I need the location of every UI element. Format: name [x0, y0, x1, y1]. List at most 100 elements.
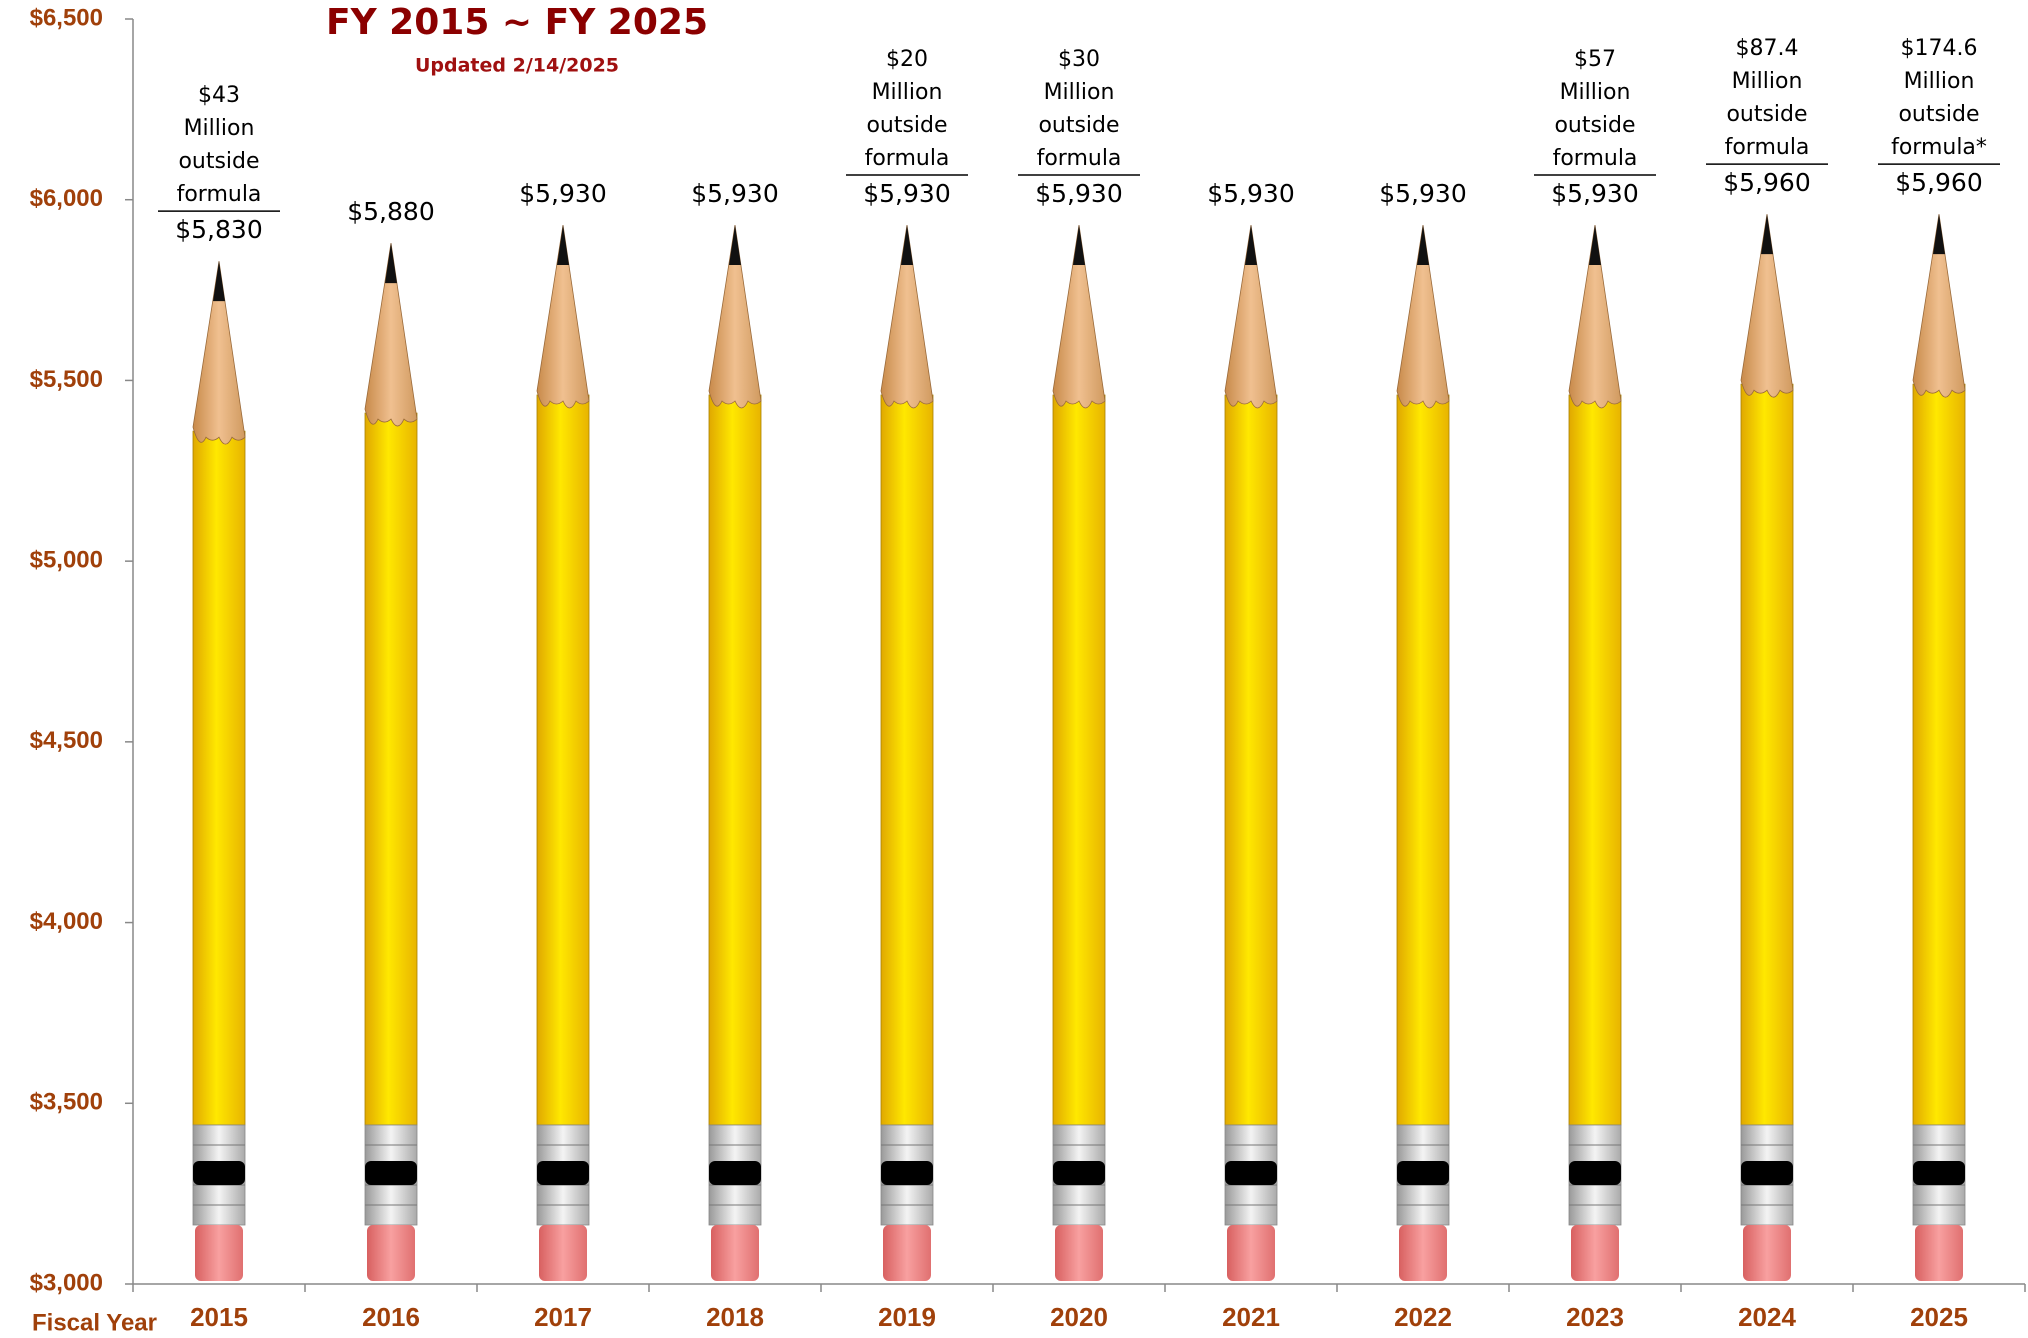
ferrule-band [709, 1161, 761, 1185]
pencil-eraser [195, 1225, 243, 1281]
pencil-body [1912, 383, 1966, 1126]
pencil-body [536, 394, 590, 1126]
annotation-line: outside [1726, 102, 1807, 127]
pencil-body [1396, 394, 1450, 1126]
x-tick-label: 2025 [1910, 1302, 1968, 1332]
x-tick-label: 2019 [878, 1302, 936, 1332]
pencil-body [1052, 394, 1106, 1126]
chart-title: FY 2015 ~ FY 2025 [326, 2, 708, 43]
pencil-eraser [539, 1225, 587, 1281]
pencil-eraser [1571, 1225, 1619, 1281]
pencil-lead [1417, 225, 1429, 266]
annotation-line: $20 [886, 47, 928, 72]
annotation-line: formula [1037, 146, 1122, 171]
pencil [1396, 224, 1450, 1281]
annotation-line: Million [872, 80, 943, 105]
pencil [880, 224, 934, 1281]
value-label: $5,930 [1035, 179, 1122, 208]
ferrule-band [1397, 1161, 1449, 1185]
pencil-eraser [367, 1225, 415, 1281]
y-tick-label: $4,000 [30, 908, 103, 935]
pencil-body [192, 430, 246, 1126]
chart-subtitle: Updated 2/14/2025 [415, 55, 619, 77]
x-tick-label: 2023 [1566, 1302, 1624, 1332]
x-tick-label: 2022 [1394, 1302, 1452, 1332]
pencil-body [1740, 383, 1794, 1126]
ferrule-band [1053, 1161, 1105, 1185]
pencil [1740, 214, 1794, 1281]
annotation-line: $174.6 [1901, 36, 1978, 61]
pencil-body [364, 412, 418, 1126]
pencil-body [708, 394, 762, 1126]
pencil-wood [1912, 214, 1966, 398]
annotation-line: formula* [1891, 135, 1987, 160]
pencil-wood [1396, 224, 1450, 409]
pencil [1052, 224, 1106, 1281]
x-tick-label: 2018 [706, 1302, 764, 1332]
ferrule-band [537, 1161, 589, 1185]
pencil-body [1224, 394, 1278, 1126]
pencil [364, 243, 418, 1281]
pencil [1568, 224, 1622, 1281]
pencil-eraser [1399, 1225, 1447, 1281]
ferrule-band [1913, 1161, 1965, 1185]
x-tick-label: 2021 [1222, 1302, 1280, 1332]
value-label: $5,930 [1207, 179, 1294, 208]
y-tick-label: $4,500 [30, 727, 103, 754]
ferrule-band [1741, 1161, 1793, 1185]
pencil [708, 224, 762, 1281]
value-label: $5,960 [1895, 168, 1982, 197]
x-tick-label: 2020 [1050, 1302, 1108, 1332]
pencil-eraser [1055, 1225, 1103, 1281]
pencil-eraser [1743, 1225, 1791, 1281]
value-label: $5,930 [519, 179, 606, 208]
pencil [1224, 224, 1278, 1281]
value-label: $5,930 [1551, 179, 1638, 208]
pencil-wood [1568, 224, 1622, 409]
annotation-line: formula [865, 146, 950, 171]
y-tick-label: $6,000 [30, 185, 103, 212]
x-tick-label: 2015 [190, 1302, 248, 1332]
pencil-lead [729, 225, 741, 266]
pencil-lead [385, 243, 397, 284]
annotation-line: outside [1038, 113, 1119, 138]
pencil-eraser [883, 1225, 931, 1281]
annotation-line: outside [178, 149, 259, 174]
pencil [536, 224, 590, 1281]
y-tick-label: $5,000 [30, 546, 103, 573]
pencil-wood [880, 224, 934, 409]
pencil [1912, 214, 1966, 1281]
annotation-line: outside [866, 113, 947, 138]
annotation-line: $87.4 [1736, 36, 1799, 61]
x-tick-label: 2024 [1738, 1302, 1796, 1332]
annotation-line: formula [177, 182, 262, 207]
pencil-wood [1740, 214, 1794, 398]
ferrule-band [1569, 1161, 1621, 1185]
value-label: $5,960 [1723, 168, 1810, 197]
value-label: $5,930 [1379, 179, 1466, 208]
value-label: $5,880 [347, 197, 434, 226]
pencil-wood [364, 243, 418, 427]
pencil-lead [1761, 214, 1773, 255]
x-tick-label: 2016 [362, 1302, 420, 1332]
annotation-line: Million [1904, 69, 1975, 94]
y-tick-label: $3,000 [30, 1269, 103, 1296]
annotation-line: outside [1898, 102, 1979, 127]
pencil-lead [1589, 225, 1601, 266]
annotation-line: Million [1732, 69, 1803, 94]
annotation-line: Million [1560, 80, 1631, 105]
annotation-line: Million [184, 116, 255, 141]
pencil-wood [192, 261, 246, 445]
pencil-lead [1073, 225, 1085, 266]
pencil-body [880, 394, 934, 1126]
ferrule-band [881, 1161, 933, 1185]
pencil-body [1568, 394, 1622, 1126]
annotation-line: formula [1725, 135, 1810, 160]
pencil-eraser [1915, 1225, 1963, 1281]
y-tick-label: $3,500 [30, 1089, 103, 1116]
pencil-wood [1224, 224, 1278, 409]
pencil [192, 261, 246, 1281]
pencil-eraser [711, 1225, 759, 1281]
pencil-lead [1933, 214, 1945, 255]
